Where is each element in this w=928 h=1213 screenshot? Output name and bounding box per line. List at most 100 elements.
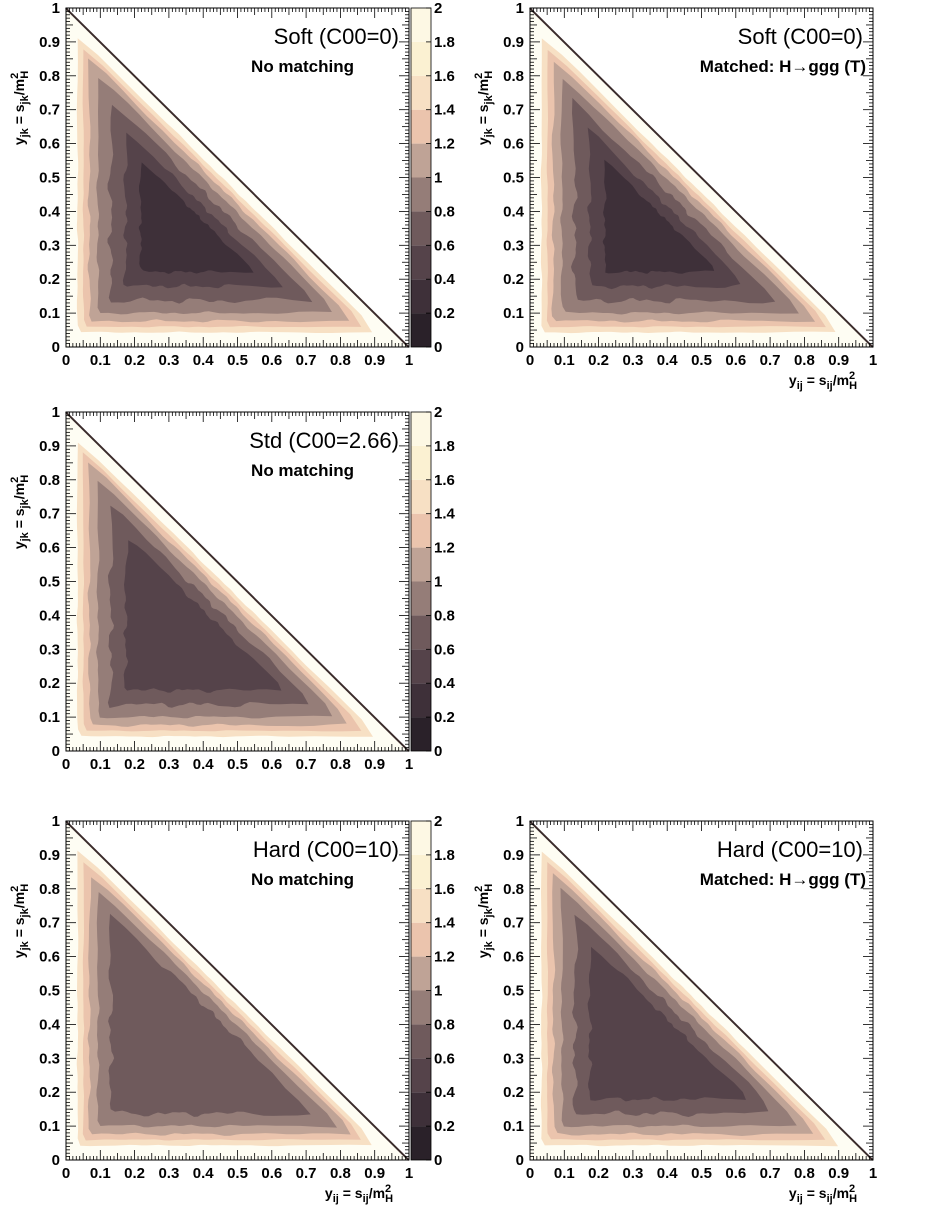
colorbar-tick-label: 1.8 — [434, 34, 455, 51]
colorbar-tick-label: 0.6 — [434, 1050, 455, 1067]
y-tick-label: 0.1 — [39, 709, 60, 726]
contour-region-below-0.4 — [602, 159, 715, 274]
y-tick-label: 0.6 — [39, 136, 60, 153]
x-tick-label: 0.7 — [296, 756, 317, 773]
x-tick-label: 0.2 — [588, 352, 609, 369]
y-tick-label: 0.7 — [39, 915, 60, 932]
y-tick-label: 0.9 — [39, 847, 60, 864]
panel-title: Hard (C00=10) — [253, 837, 399, 862]
colorbar-segment — [411, 109, 431, 144]
y-tick-label: 0.3 — [39, 641, 60, 658]
y-tick-label: 1 — [52, 813, 60, 830]
colorbar-segment — [411, 313, 431, 347]
y-tick-label: 0.1 — [503, 305, 524, 322]
panel-hard-matched: 0 0.1 0.2 0.3 0.4 0.5 0.6 0.7 0.8 0.9 1 0 0.1 0.2 0.3 0… — [464, 813, 928, 1213]
x-tick-label: 0.9 — [828, 352, 849, 369]
colorbar-tick-label: 0 — [434, 339, 442, 356]
colorbar-segment — [411, 1092, 431, 1127]
y-tick-label: 0 — [52, 339, 60, 356]
y-tick-label: 0.2 — [39, 1084, 60, 1101]
y-tick-label: 0.5 — [39, 170, 60, 187]
y-tick-label: 0.2 — [39, 675, 60, 692]
x-tick-label: 0.8 — [794, 352, 815, 369]
y-tick-label: 0.6 — [39, 540, 60, 557]
y-tick-label: 0.7 — [39, 506, 60, 523]
y-tick-label: 0.1 — [39, 1118, 60, 1135]
x-axis-label: yij = sij/m2 H — [789, 1183, 857, 1205]
y-tick-label: 0.3 — [39, 237, 60, 254]
y-tick-label: 0.4 — [503, 203, 525, 220]
y-tick-label: 0 — [52, 1152, 60, 1169]
colorbar-tick-label: 0.6 — [434, 641, 455, 658]
y-tick-label: 0.4 — [39, 607, 61, 624]
colorbar-tick-label: 1.4 — [434, 102, 456, 119]
colorbar-segment — [411, 547, 431, 582]
y-tick-label: 0.8 — [503, 68, 524, 85]
colorbar-tick-label: 2 — [434, 813, 442, 830]
colorbar-tick-label: 1.4 — [434, 506, 456, 523]
x-tick-label: 0.4 — [657, 352, 679, 369]
x-tick-label: 0.8 — [330, 352, 351, 369]
colorbar-segment — [411, 143, 431, 178]
x-tick-label: 0 — [526, 352, 534, 369]
colorbar-tick-label: 0.4 — [434, 271, 456, 288]
y-tick-label: 0.9 — [39, 34, 60, 51]
colorbar-segment — [411, 821, 431, 855]
x-tick-label: 0.5 — [227, 1165, 248, 1182]
y-tick-label: 0 — [516, 1152, 524, 1169]
colorbar-tick-label: 1.8 — [434, 847, 455, 864]
y-tick-label: 0.7 — [503, 915, 524, 932]
x-tick-label: 0.1 — [90, 1165, 111, 1182]
x-tick-label: 0.2 — [124, 352, 145, 369]
kinematic-boundary-line — [65, 411, 410, 752]
colorbar-segment — [411, 513, 431, 548]
y-tick-label: 0.8 — [39, 881, 60, 898]
y-tick-label: 0.2 — [503, 271, 524, 288]
y-tick-label: 0.5 — [503, 170, 524, 187]
colorbar-segment — [411, 245, 431, 280]
y-tick-label: 1 — [52, 0, 60, 17]
x-tick-label: 0.6 — [261, 756, 282, 773]
x-tick-label: 0.2 — [124, 1165, 145, 1182]
x-tick-label: 0.3 — [622, 1165, 643, 1182]
panel-subtitle: No matching — [251, 461, 354, 480]
forbidden-region — [66, 7, 410, 347]
x-tick-label: 0.9 — [364, 352, 385, 369]
colorbar-segment — [411, 1126, 431, 1160]
x-tick-label: 0.8 — [794, 1165, 815, 1182]
colorbar-segment — [411, 581, 431, 616]
chart-soft-matched: 0 0.1 0.2 0.3 0.4 0.5 0.6 0.7 0.8 0.9 1 0 0.1 0.2 0.3 0… — [473, 0, 877, 392]
x-tick-label: 0.9 — [364, 756, 385, 773]
x-tick-label: 0.6 — [725, 352, 746, 369]
y-tick-label: 0.8 — [39, 68, 60, 85]
contour-region-below-0.6 — [123, 540, 282, 693]
colorbar-segment — [411, 279, 431, 314]
colorbar-segment — [411, 41, 431, 76]
x-tick-label: 0 — [62, 1165, 70, 1182]
x-tick-label: 0.7 — [296, 1165, 317, 1182]
colorbar-tick-label: 2 — [434, 0, 442, 17]
x-tick-label: 1 — [405, 352, 413, 369]
panel-title: Std (C00=2.66) — [249, 428, 399, 453]
panel-title: Soft (C00=0) — [274, 24, 399, 49]
colorbar-tick-label: 0.4 — [434, 1084, 456, 1101]
colorbar-segment — [411, 445, 431, 480]
colorbar-tick-label: 0.8 — [434, 203, 455, 220]
panel-soft-no-matching: 0 0.1 0.2 0.3 0.4 0.5 0.6 0.7 0.8 0.9 1 0 0.1 0.2 0.3 0… — [0, 0, 464, 400]
x-tick-label: 0.4 — [657, 1165, 679, 1182]
y-tick-label: 0.4 — [39, 203, 61, 220]
x-tick-label: 0.1 — [554, 352, 575, 369]
colorbar-segment — [411, 75, 431, 110]
colorbar-segment — [411, 990, 431, 1025]
y-tick-label: 0.5 — [39, 574, 60, 591]
y-tick-label: 0.5 — [503, 983, 524, 1000]
colorbar-tick-label: 0 — [434, 743, 442, 760]
y-tick-label: 0.9 — [503, 847, 524, 864]
panel-hard-no-matching: 0 0.1 0.2 0.3 0.4 0.5 0.6 0.7 0.8 0.9 1 0 0.1 0.2 0.3 0… — [0, 813, 464, 1213]
y-tick-label: 0.1 — [503, 1118, 524, 1135]
forbidden-region — [530, 7, 874, 347]
x-tick-label: 1 — [869, 1165, 877, 1182]
colorbar-tick-label: 0.6 — [434, 237, 455, 254]
x-tick-label: 0.8 — [330, 1165, 351, 1182]
y-tick-label: 0.3 — [503, 1050, 524, 1067]
